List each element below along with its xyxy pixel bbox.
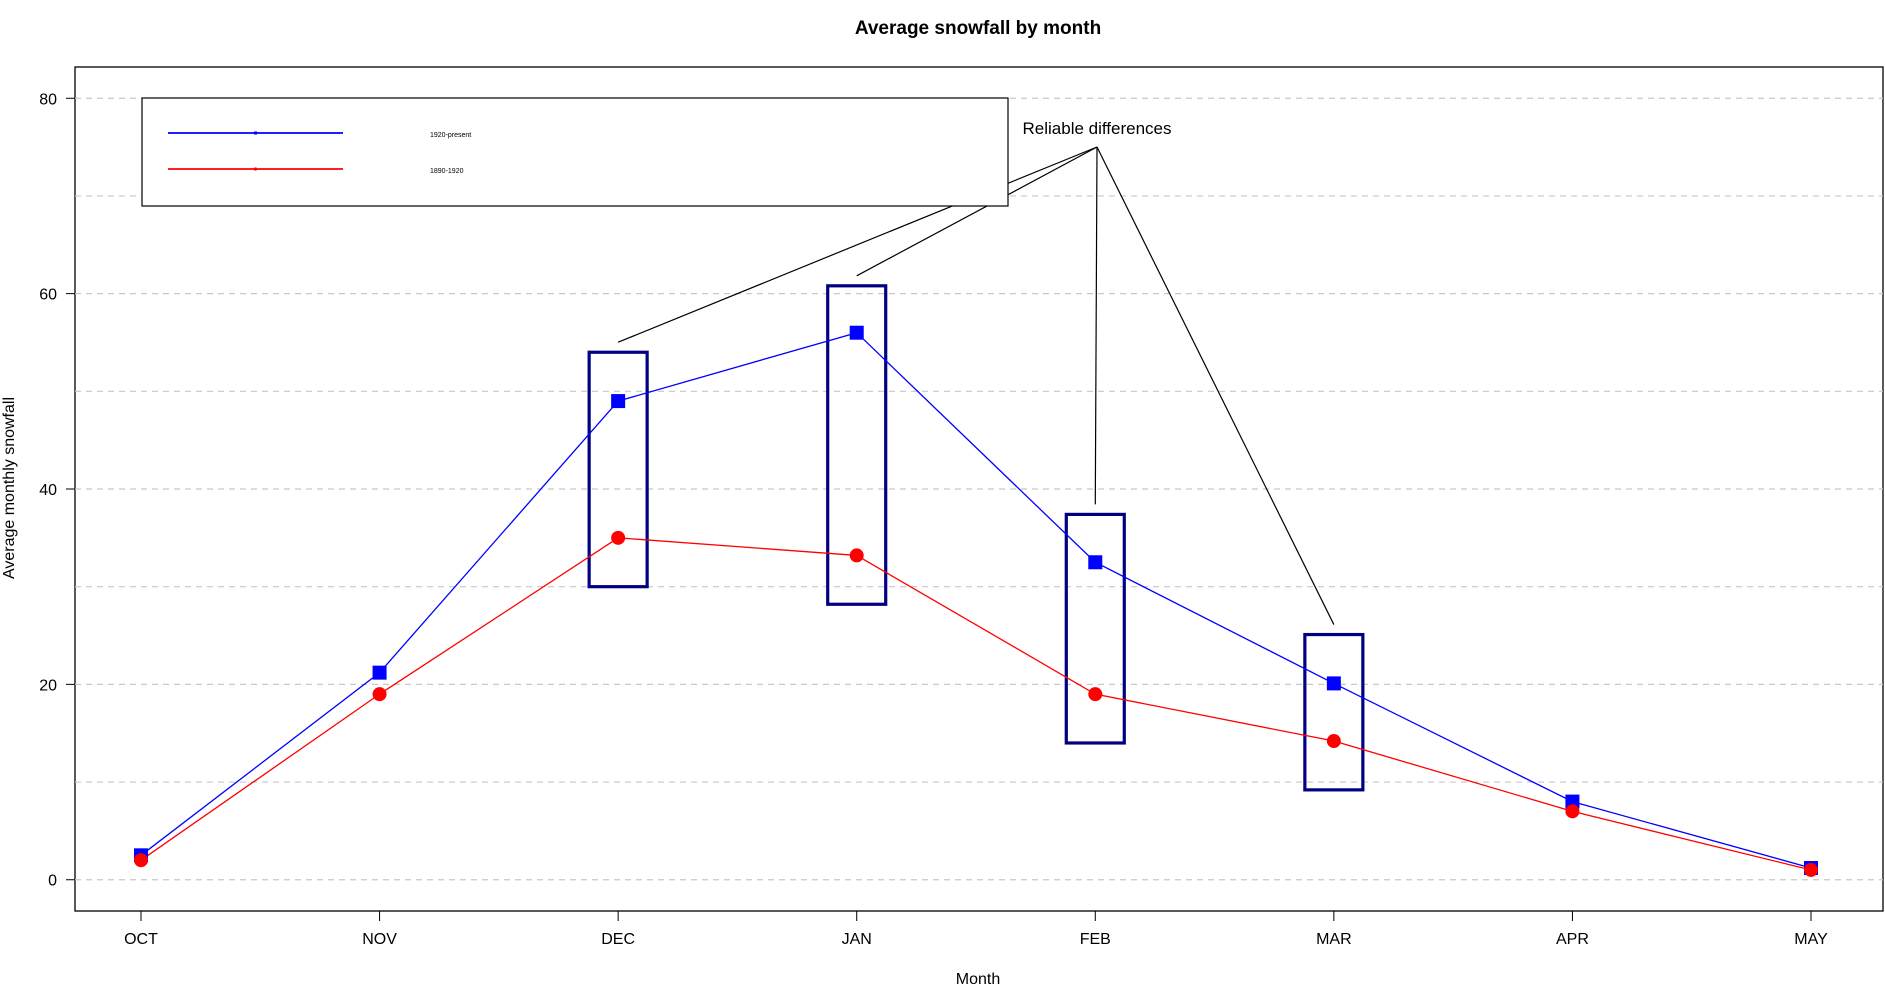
series-1-point xyxy=(372,687,387,702)
y-axis-label: Average monthly snowfall xyxy=(1,397,18,579)
series-1-point xyxy=(1804,862,1818,877)
legend-label-0: 1920-present xyxy=(430,132,471,139)
series-line-0 xyxy=(140,331,1812,869)
y-tick-label: 40 xyxy=(39,482,57,499)
series-0-point xyxy=(611,394,626,409)
highlight-box-jan xyxy=(826,284,888,606)
highlight-box-mar xyxy=(1303,632,1365,792)
y-tick-label: 80 xyxy=(39,91,57,108)
x-axis: OCT NOV DEC JAN FEB MAR APR MAY xyxy=(124,911,1828,948)
legend-marker-1 xyxy=(253,167,258,171)
highlight-box-dec xyxy=(587,350,649,589)
annotation-line-jan xyxy=(856,146,1098,277)
series-0-point xyxy=(372,665,387,680)
y-tick-label: 20 xyxy=(39,677,57,694)
annotation: Reliable differences xyxy=(617,119,1335,625)
series-0-point xyxy=(1088,555,1103,570)
annotation-line-feb xyxy=(1094,146,1098,505)
series-0-point xyxy=(1326,676,1341,691)
legend-box xyxy=(141,97,1009,207)
y-tick-label: 60 xyxy=(39,287,57,304)
x-axis-label: Month xyxy=(956,971,1000,988)
x-tick-label: MAY xyxy=(1794,931,1828,948)
series-1-point xyxy=(1565,804,1580,819)
legend: 1920-present 1890-1920 xyxy=(141,97,1009,207)
series-1-point xyxy=(849,548,864,563)
series-0-point xyxy=(1565,794,1580,809)
x-tick-label: MAR xyxy=(1316,931,1352,948)
highlight-box-feb xyxy=(1064,512,1126,745)
series-1-point xyxy=(1326,734,1341,749)
x-tick-label: OCT xyxy=(124,931,158,948)
annotation-text: Reliable differences xyxy=(1023,119,1172,138)
series-0-point xyxy=(849,325,864,340)
highlight-boxes xyxy=(587,284,1365,792)
x-tick-label: NOV xyxy=(362,931,397,948)
series-line-1 xyxy=(140,537,1812,871)
y-axis: 0 20 40 60 80 xyxy=(39,91,75,890)
series-layer xyxy=(134,325,1818,877)
y-tick-label: 0 xyxy=(48,873,57,890)
x-tick-label: DEC xyxy=(601,931,635,948)
legend-marker-0 xyxy=(254,131,257,135)
chart-title: Average snowfall by month xyxy=(855,18,1101,39)
x-tick-label: FEB xyxy=(1080,931,1111,948)
series-1-point xyxy=(134,853,148,868)
legend-label-1: 1890-1920 xyxy=(430,168,464,175)
annotation-line-dec xyxy=(617,146,1098,343)
annotation-line-mar xyxy=(1096,146,1335,625)
x-tick-label: JAN xyxy=(842,931,872,948)
series-1-point xyxy=(611,530,626,545)
x-tick-label: APR xyxy=(1556,931,1589,948)
series-1-point xyxy=(1088,687,1103,702)
grid-lines xyxy=(75,97,1883,881)
